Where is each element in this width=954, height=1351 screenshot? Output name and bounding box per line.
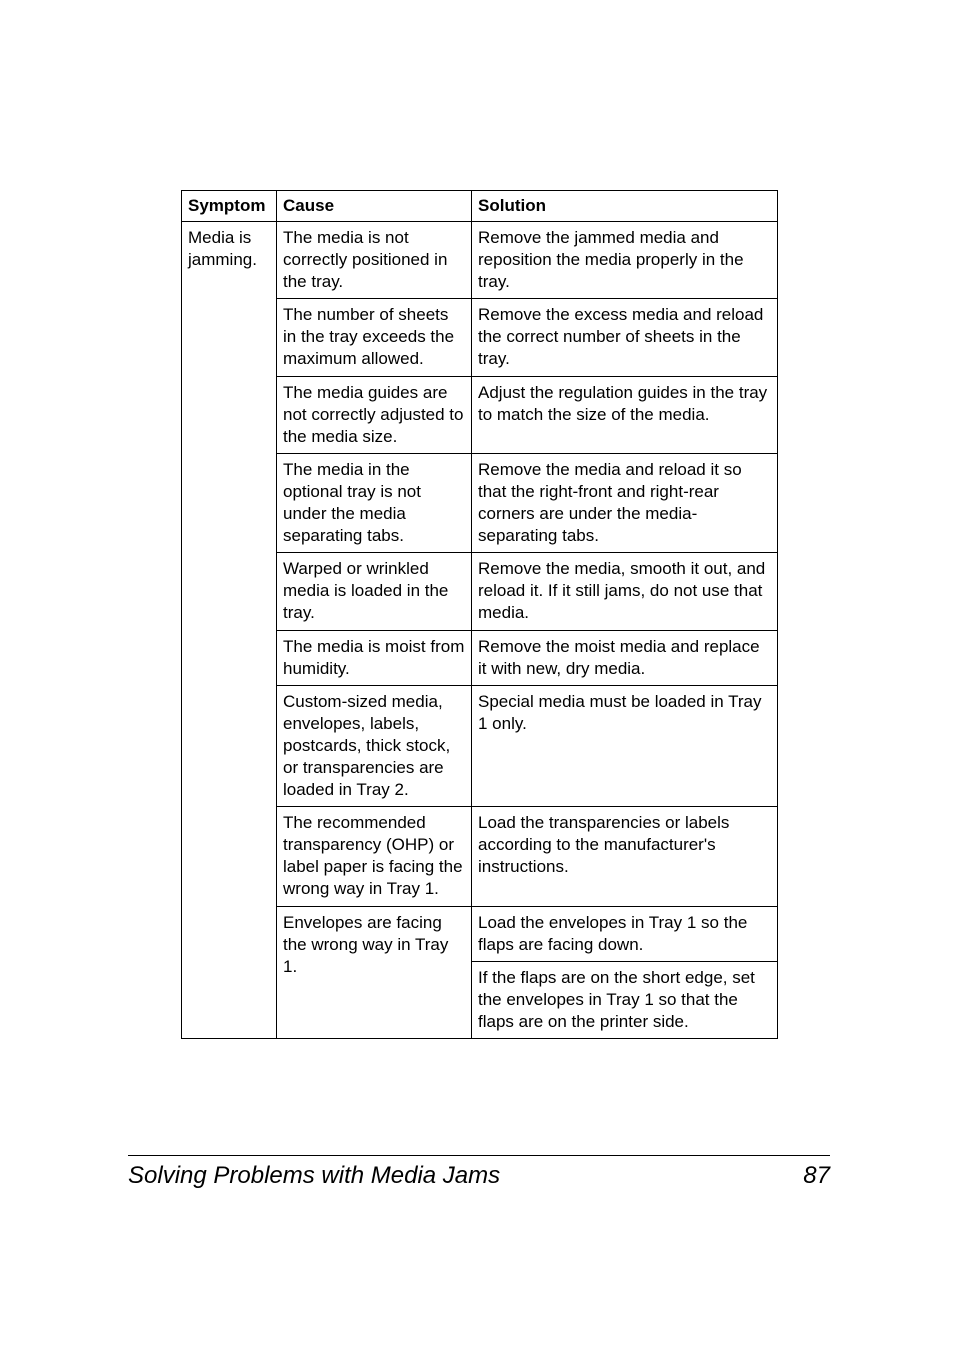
header-cause: Cause: [277, 191, 472, 222]
cause-cell: The recommended transparency (OHP) or la…: [277, 807, 472, 906]
header-symptom: Symptom: [182, 191, 277, 222]
cause-cell: The media is moist from humidity.: [277, 630, 472, 685]
table-row: Media is jamming. The media is not corre…: [182, 222, 778, 299]
table-header-row: Symptom Cause Solution: [182, 191, 778, 222]
troubleshooting-table: Symptom Cause Solution Media is jamming.…: [181, 190, 778, 1039]
solution-cell: Remove the media, smooth it out, and rel…: [472, 553, 778, 630]
cause-cell: The number of sheets in the tray exceeds…: [277, 299, 472, 376]
solution-cell: Load the envelopes in Tray 1 so the flap…: [472, 906, 778, 961]
cause-cell: Custom-sized media, envelopes, labels, p…: [277, 685, 472, 806]
solution-cell: Remove the excess media and reload the c…: [472, 299, 778, 376]
footer-page-number: 87: [803, 1162, 830, 1190]
solution-cell: Remove the moist media and replace it wi…: [472, 630, 778, 685]
cause-cell: Envelopes are facing the wrong way in Tr…: [277, 906, 472, 1038]
cause-cell: Warped or wrinkled media is loaded in th…: [277, 553, 472, 630]
solution-cell: Load the transparencies or labels accord…: [472, 807, 778, 906]
cause-cell: The media is not correctly positioned in…: [277, 222, 472, 299]
header-solution: Solution: [472, 191, 778, 222]
solution-cell: Adjust the regulation guides in the tray…: [472, 376, 778, 453]
solution-cell: If the flaps are on the short edge, set …: [472, 961, 778, 1038]
solution-cell: Special media must be loaded in Tray 1 o…: [472, 685, 778, 806]
page-footer: Solving Problems with Media Jams 87: [128, 1155, 830, 1190]
troubleshooting-table-container: Symptom Cause Solution Media is jamming.…: [181, 190, 777, 1039]
cause-cell: The media guides are not correctly adjus…: [277, 376, 472, 453]
solution-cell: Remove the jammed media and reposition t…: [472, 222, 778, 299]
cause-cell: The media in the optional tray is not un…: [277, 453, 472, 552]
solution-cell: Remove the media and reload it so that t…: [472, 453, 778, 552]
footer-section-title: Solving Problems with Media Jams: [128, 1162, 500, 1189]
symptom-cell: Media is jamming.: [182, 222, 277, 1039]
